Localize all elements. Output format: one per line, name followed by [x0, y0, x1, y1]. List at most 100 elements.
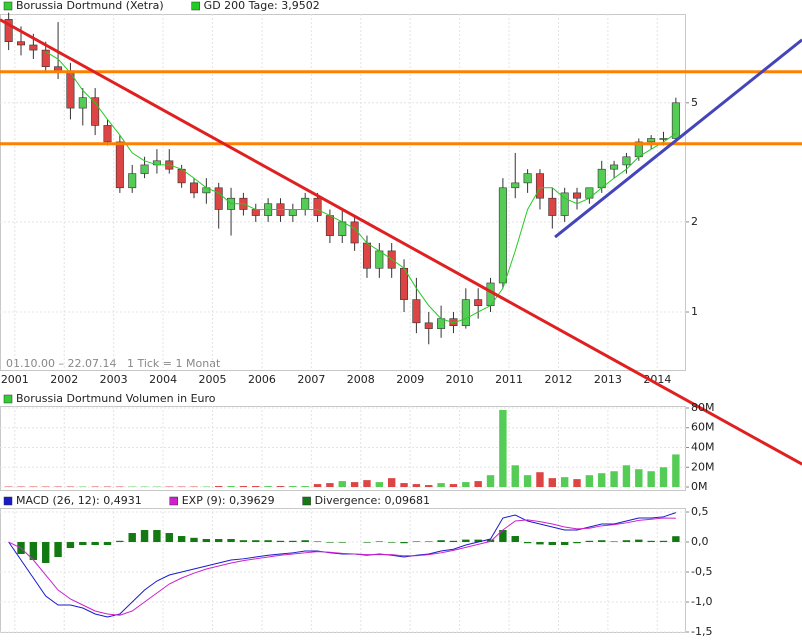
divergence-bar	[67, 542, 74, 548]
legend-swatch	[4, 497, 12, 505]
volume-bar	[474, 481, 481, 487]
divergence-bar	[240, 540, 247, 542]
divergence-bar	[314, 541, 321, 542]
volume-bar	[264, 486, 271, 487]
divergence-bar	[660, 541, 667, 542]
y-tick-label: -0,5	[691, 565, 712, 578]
legend-swatch	[303, 497, 311, 505]
candle-body	[42, 50, 49, 67]
volume-bar	[314, 484, 321, 487]
x-tick-label: 2002	[50, 373, 78, 386]
y-tick-label: 80M	[691, 401, 715, 414]
x-tick-label: 2013	[594, 373, 622, 386]
candle-body	[647, 138, 654, 141]
candle-body	[301, 198, 308, 209]
divergence-bar	[610, 541, 617, 542]
volume-bar	[512, 465, 519, 487]
candle-body	[363, 243, 370, 268]
divergence-bar	[190, 538, 197, 542]
volume-bar	[400, 483, 407, 487]
candle-body	[462, 300, 469, 326]
x-tick-label: 2001	[1, 373, 29, 386]
volume-bar	[215, 486, 222, 487]
candle-body	[623, 157, 630, 165]
candle-body	[252, 210, 259, 216]
volume-bar	[413, 484, 420, 487]
candle-body	[91, 98, 98, 126]
volume-bar	[252, 486, 259, 487]
candle-body	[79, 98, 86, 108]
x-tick-label: 2003	[100, 373, 128, 386]
y-tick-label: -1,5	[691, 625, 712, 638]
volume-bar	[462, 482, 469, 487]
divergence-bar	[129, 533, 136, 542]
divergence-bar	[252, 540, 259, 542]
divergence-bar	[672, 536, 679, 542]
divergence-bar	[141, 530, 148, 542]
candle-body	[536, 174, 543, 199]
y-tick-label: 5	[691, 96, 698, 109]
volume-bar	[339, 481, 346, 487]
candle-body	[17, 42, 24, 45]
legend-swatch	[4, 395, 12, 403]
legend-label: Divergence: 0,09681	[315, 494, 430, 507]
divergence-bar	[512, 536, 519, 542]
divergence-bar	[524, 542, 531, 543]
volume-bar	[635, 469, 642, 487]
divergence-bar	[376, 541, 383, 542]
volume-bar	[326, 483, 333, 487]
candle-body	[660, 138, 667, 139]
divergence-bar	[561, 542, 568, 545]
divergence-bar	[116, 541, 123, 542]
volume-bar	[672, 454, 679, 487]
y-tick-label: 0M	[691, 480, 708, 493]
volume-bar	[561, 477, 568, 487]
legend-swatch	[4, 2, 12, 10]
candle-body	[190, 183, 197, 193]
volume-bar	[388, 478, 395, 487]
legend-swatch	[170, 497, 178, 505]
divergence-bar	[301, 540, 308, 542]
divergence-bar	[450, 541, 457, 542]
divergence-bar	[400, 542, 407, 543]
volume-bar	[549, 478, 556, 487]
price-panel	[1, 15, 686, 371]
divergence-bar	[42, 542, 49, 563]
candle-body	[289, 210, 296, 216]
divergence-bar	[339, 542, 346, 543]
y-tick-label: 60M	[691, 421, 715, 434]
divergence-bar	[413, 541, 420, 542]
divergence-bar	[437, 540, 444, 542]
divergence-bar	[388, 542, 395, 543]
candle-body	[116, 142, 123, 188]
candle-body	[413, 300, 420, 323]
volume-bar	[227, 486, 234, 487]
divergence-bar	[104, 542, 111, 545]
volume-bar	[598, 473, 605, 487]
candle-body	[376, 251, 383, 268]
volume-bar	[277, 486, 284, 487]
volume-bar	[376, 482, 383, 487]
volume-bar	[240, 486, 247, 487]
volume-bar	[487, 475, 494, 487]
candle-body	[104, 125, 111, 141]
candle-body	[351, 222, 358, 243]
candle-body	[524, 174, 531, 183]
y-tick-label: 2	[691, 215, 698, 228]
divergence-bar	[623, 540, 630, 542]
volume-panel	[1, 407, 686, 491]
legend-label: GD 200 Tage: 3,9502	[204, 0, 320, 12]
divergence-bar	[79, 542, 86, 545]
x-tick-label: 2012	[544, 373, 572, 386]
y-tick-label: 1	[691, 305, 698, 318]
divergence-bar	[203, 539, 210, 542]
divergence-bar	[166, 533, 173, 542]
candle-body	[129, 174, 136, 188]
volume-bar	[499, 410, 506, 487]
x-tick-label: 2007	[297, 373, 325, 386]
volume-bar	[363, 480, 370, 487]
divergence-bar	[462, 540, 469, 542]
x-tick-label: 2006	[248, 373, 276, 386]
candle-body	[326, 216, 333, 236]
volume-bar	[524, 475, 531, 487]
